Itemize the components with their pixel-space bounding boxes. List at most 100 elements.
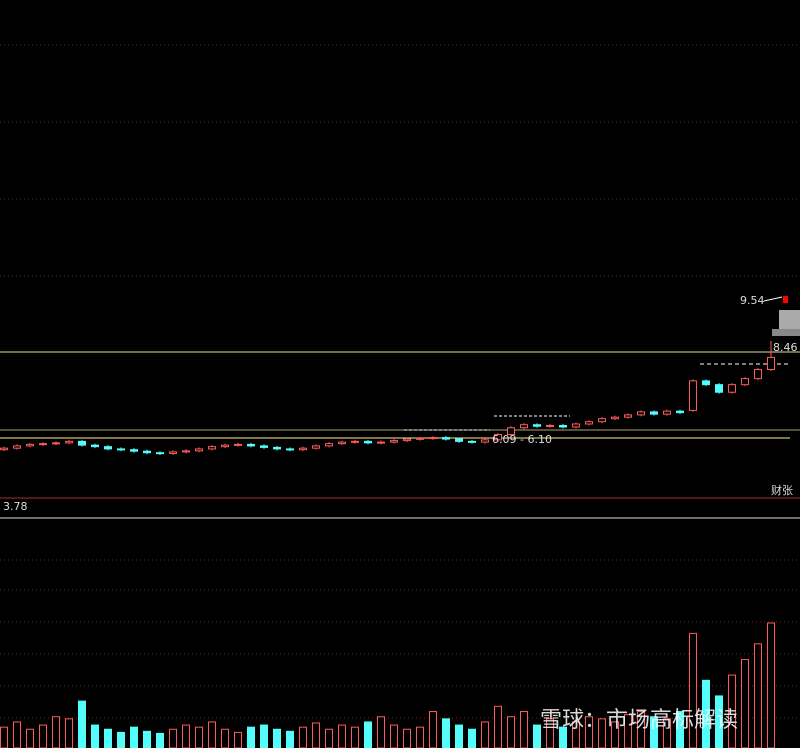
volume-bar — [260, 724, 268, 748]
candle-body — [130, 449, 138, 452]
candle-body — [26, 443, 34, 447]
volume-bar — [338, 724, 346, 748]
candle-body — [715, 384, 723, 393]
volume-bar — [416, 726, 424, 748]
volume-bar — [182, 724, 190, 748]
marks — [0, 340, 775, 748]
candle-body — [13, 445, 21, 449]
candle-body — [143, 450, 151, 454]
volume-bar — [429, 711, 437, 748]
volume-bar — [364, 721, 372, 748]
candle-body — [507, 427, 515, 436]
volume-bar — [520, 711, 528, 748]
volume-bar — [650, 716, 658, 748]
candle-body — [325, 443, 333, 447]
volume-bar — [676, 711, 684, 748]
volume-bar — [130, 726, 138, 748]
volume-bar — [312, 722, 320, 748]
marker-box — [772, 329, 800, 336]
volume-bar — [754, 643, 762, 748]
candle-body — [377, 441, 385, 444]
candle-body — [663, 410, 671, 415]
arrow — [763, 296, 783, 302]
volume-bar — [455, 724, 463, 748]
high-marker — [783, 296, 788, 303]
volume-bar — [325, 728, 333, 748]
candle-body — [351, 440, 359, 443]
candle-body — [390, 440, 398, 443]
candle-body — [741, 378, 749, 386]
volume-bar — [52, 716, 60, 748]
volume-bar — [689, 632, 697, 748]
annotation: 8.46 — [773, 341, 798, 354]
candle-body — [520, 424, 528, 429]
candle-body — [611, 416, 619, 420]
volume-bar — [286, 730, 294, 748]
candle-body — [468, 440, 476, 443]
watermark: 雪球：市场高标解读 — [540, 708, 738, 733]
candle-body — [273, 446, 281, 450]
volume-bar — [494, 705, 502, 748]
volume-bar — [247, 726, 255, 748]
volume-bar — [0, 726, 8, 748]
volume-bar — [273, 728, 281, 748]
candle-body — [39, 443, 47, 446]
candle-body — [117, 448, 125, 451]
candle-body — [364, 440, 372, 444]
volume-bar — [143, 730, 151, 748]
candle-body — [598, 418, 606, 423]
candle-body — [286, 448, 294, 451]
candle-body — [416, 437, 424, 440]
volume-bar — [208, 721, 216, 748]
volume-bar — [13, 721, 21, 748]
volume-bar — [637, 711, 645, 748]
volume-bar — [403, 728, 411, 748]
candle-body — [572, 423, 580, 428]
annotation: 6.09 - 6.10 — [492, 433, 552, 446]
annotation: 财张 — [771, 483, 793, 497]
candle-body — [637, 411, 645, 416]
candle-body — [234, 443, 242, 446]
volume-bar — [234, 731, 242, 748]
candle-body — [429, 437, 437, 440]
volume-bar — [377, 716, 385, 748]
candle-body — [650, 411, 658, 415]
volume-bar — [195, 726, 203, 748]
candle-body — [299, 447, 307, 451]
volume-bar — [91, 724, 99, 748]
volume-bar — [78, 700, 86, 748]
candle-body — [442, 437, 450, 440]
candle-body — [585, 421, 593, 425]
candle-body — [65, 440, 73, 444]
candle-body — [78, 440, 86, 446]
candle-body — [702, 380, 710, 386]
candle-body — [195, 448, 203, 452]
grid — [0, 44, 800, 719]
candle-body — [624, 414, 632, 418]
volume-bar — [468, 728, 476, 748]
annotation: 9.54 — [740, 294, 765, 307]
candle-body — [403, 438, 411, 442]
candle-body — [182, 450, 190, 453]
volume-bar — [507, 716, 515, 748]
candle-body — [559, 424, 567, 428]
volume-bar — [624, 714, 632, 748]
candle-body — [208, 446, 216, 450]
candle-body — [728, 384, 736, 393]
volume-bar — [169, 728, 177, 748]
candle-body — [91, 444, 99, 448]
volume-bar — [117, 731, 125, 748]
volume-bar — [104, 728, 112, 748]
candle-body — [260, 445, 268, 448]
candle-body — [689, 380, 697, 411]
volume-bar — [559, 726, 567, 748]
volume-bar — [715, 695, 723, 748]
marker-box — [779, 310, 800, 330]
volume-bar — [442, 718, 450, 748]
volume-bar — [351, 726, 359, 748]
annotation: 3.78 — [3, 500, 28, 513]
volume-bar — [221, 728, 229, 748]
volume-bar — [156, 732, 164, 748]
